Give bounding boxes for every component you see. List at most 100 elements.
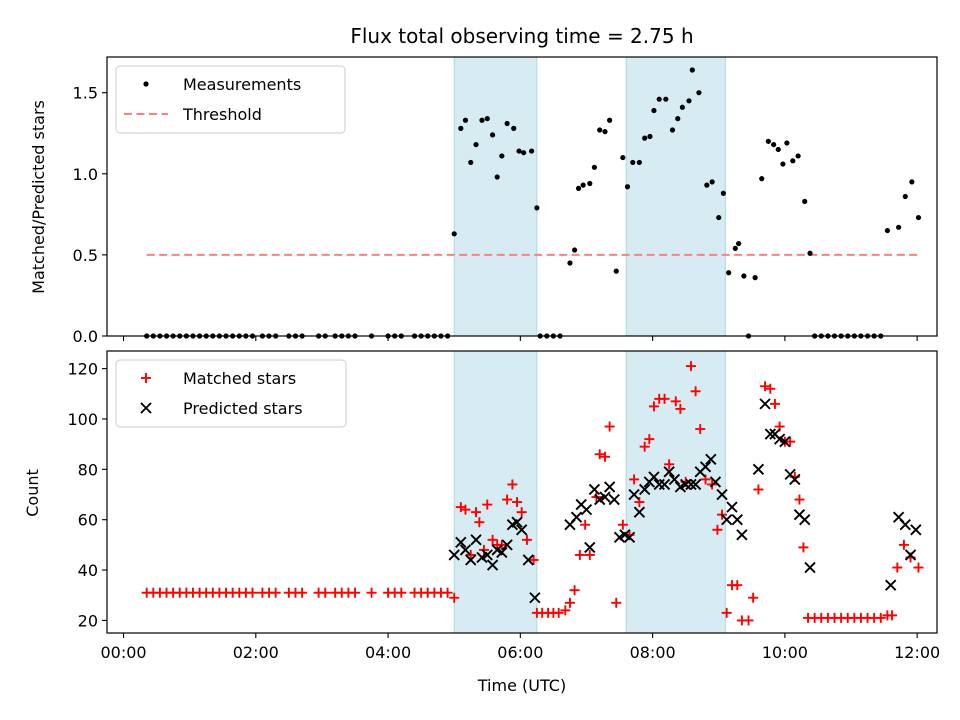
data-point xyxy=(624,184,631,190)
legend-marker-b xyxy=(140,402,152,414)
data-point-b xyxy=(599,491,611,503)
data-point xyxy=(597,127,603,133)
data-point xyxy=(748,592,759,603)
data-point-b xyxy=(658,478,671,491)
data-point xyxy=(726,501,738,513)
data-point xyxy=(448,549,460,561)
data-point xyxy=(898,539,909,550)
top-y-axis-label: Matched/Predicted stars xyxy=(29,100,48,294)
data-point xyxy=(731,514,743,526)
axes-frame xyxy=(106,350,938,634)
chart-title: Flux total observing time = 2.75 h xyxy=(350,24,693,48)
data-point xyxy=(726,270,732,276)
data-point xyxy=(553,607,564,618)
data-point-b xyxy=(515,524,528,536)
data-point xyxy=(741,273,747,279)
data-point xyxy=(885,579,897,591)
data-point xyxy=(651,107,657,114)
data-point-b xyxy=(804,561,816,574)
data-point-b xyxy=(705,453,717,465)
data-point xyxy=(790,158,796,164)
data-point xyxy=(511,516,523,528)
data-point xyxy=(489,132,496,138)
data-point xyxy=(620,154,626,161)
data-point-b xyxy=(575,498,587,511)
data-point xyxy=(771,141,777,148)
data-point xyxy=(600,451,610,462)
y-tick-label: 0.5 xyxy=(73,246,98,265)
data-point xyxy=(633,506,646,518)
data-point-b xyxy=(680,478,692,491)
data-point xyxy=(613,268,619,274)
data-point xyxy=(599,491,611,503)
data-point xyxy=(892,562,903,573)
data-point xyxy=(648,401,659,412)
data-point xyxy=(350,587,361,598)
data-point xyxy=(522,554,534,566)
data-point xyxy=(449,592,460,603)
data-point xyxy=(663,96,669,102)
data-point-b xyxy=(663,466,675,478)
shaded-interval-0 xyxy=(453,56,538,337)
data-point xyxy=(569,585,580,596)
data-point xyxy=(502,494,513,505)
data-point xyxy=(617,519,628,530)
data-point xyxy=(902,193,908,200)
data-point xyxy=(699,461,712,473)
data-point xyxy=(735,240,742,247)
data-point xyxy=(716,214,722,221)
data-point xyxy=(629,474,640,485)
data-point-b xyxy=(699,461,712,473)
data-point xyxy=(804,561,816,574)
data-point xyxy=(798,542,809,553)
legend-label: Predicted stars xyxy=(183,399,303,418)
data-point xyxy=(752,275,758,281)
data-point xyxy=(779,435,791,448)
data-point xyxy=(487,534,498,545)
data-point xyxy=(720,190,726,196)
data-point xyxy=(658,478,671,491)
data-point-b xyxy=(481,549,493,561)
data-point-b xyxy=(570,511,583,523)
data-point xyxy=(575,185,582,191)
data-point xyxy=(807,250,813,256)
x-tick-label: 04:00 xyxy=(365,643,411,662)
bottom-y-axis-label: Count xyxy=(23,469,42,517)
data-point-b xyxy=(455,536,467,549)
data-point xyxy=(611,597,622,608)
data-point-b xyxy=(789,473,801,486)
data-point xyxy=(471,507,482,518)
data-point-b xyxy=(603,481,616,493)
data-point xyxy=(484,116,490,122)
data-point xyxy=(732,245,738,252)
data-point xyxy=(795,153,801,159)
data-point xyxy=(591,164,598,170)
data-point xyxy=(704,182,710,188)
data-point xyxy=(780,161,786,167)
y-tick-label: 20 xyxy=(78,611,98,630)
data-point xyxy=(570,511,583,523)
data-point xyxy=(712,524,723,535)
data-point xyxy=(709,476,722,488)
data-point xyxy=(904,549,917,561)
data-point-b xyxy=(668,473,681,486)
data-point-b xyxy=(580,503,593,516)
data-point xyxy=(669,127,676,133)
data-point-b xyxy=(904,549,917,561)
data-point xyxy=(709,179,715,185)
data-point xyxy=(442,587,453,598)
data-point-b xyxy=(529,592,541,604)
data-point xyxy=(689,478,702,491)
data-point xyxy=(623,531,636,543)
data-point xyxy=(574,549,585,560)
x-tick-label: 02:00 xyxy=(233,643,279,662)
legend-box xyxy=(115,359,347,428)
data-point xyxy=(915,214,922,221)
data-point xyxy=(685,361,696,372)
series-predicted-stars xyxy=(448,398,922,604)
axes-frame xyxy=(106,56,938,337)
data-point xyxy=(512,497,523,508)
data-point xyxy=(602,129,608,135)
data-point xyxy=(668,473,681,486)
data-point xyxy=(899,519,911,531)
